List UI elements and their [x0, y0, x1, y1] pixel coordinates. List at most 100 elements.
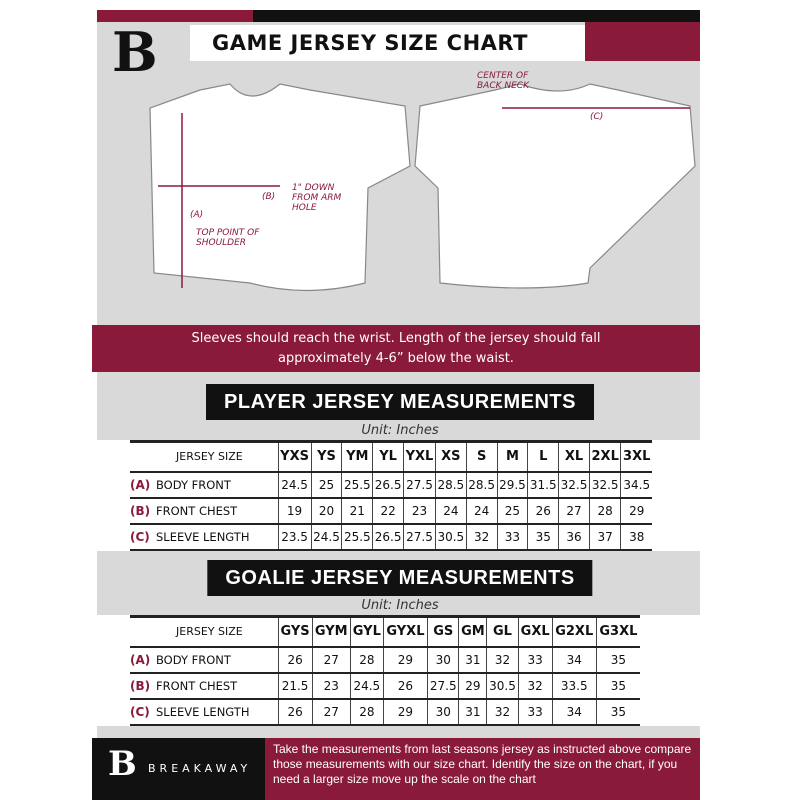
size-header: GXL: [517, 615, 553, 648]
measurement-cell: 31.5: [527, 471, 559, 499]
row-name: FRONT CHEST: [156, 503, 238, 518]
measurement-cell: 33: [517, 646, 553, 674]
size-header: GS: [427, 615, 459, 648]
header-label: JERSEY SIZE: [130, 440, 278, 473]
measurement-cell: 28.5: [434, 471, 467, 499]
measurement-cell: 29: [458, 672, 487, 700]
measurement-cell: 38: [620, 523, 652, 551]
fit-banner: Sleeves should reach the wrist. Length o…: [92, 325, 700, 372]
measurement-cell: 27: [311, 646, 351, 674]
measurement-cell: 26: [382, 672, 428, 700]
back-neck-note: CENTER OF BACK NECK: [477, 71, 529, 91]
measurement-cell: 31: [458, 698, 487, 726]
goalie-table: JERSEY SIZE GYS GYM GYL GYXL GS GM GL GXL G2XL G3X…: [130, 615, 640, 726]
measurement-cell: 33: [517, 698, 553, 726]
measurement-cell: 27: [311, 698, 351, 726]
measurement-cell: 33: [496, 523, 528, 551]
measurement-cell: 36: [558, 523, 590, 551]
row-letter: (C): [130, 704, 150, 719]
jersey-diagram: [149, 83, 696, 292]
measurement-cell: 37: [588, 523, 621, 551]
size-header: G3XL: [595, 615, 640, 648]
size-header: L: [527, 440, 559, 473]
measurement-cell: 24: [434, 497, 467, 525]
measurement-cell: 27.5: [427, 672, 459, 700]
measurement-cell: 23: [311, 672, 351, 700]
measurement-cell: 32.5: [558, 471, 590, 499]
player-table: JERSEY SIZE YXS YS YM YL YXL XS S M L XL 2XL 3XL (A) B…: [130, 440, 652, 551]
measurement-cell: 27.5: [403, 523, 436, 551]
measurement-cell: 27: [558, 497, 590, 525]
measurement-cell: 24.5: [310, 523, 342, 551]
size-header: YXS: [277, 440, 312, 473]
measurement-cell: 29: [620, 497, 652, 525]
size-header: M: [496, 440, 528, 473]
size-header: GYXL: [382, 615, 428, 648]
measurement-cell: 21: [341, 497, 373, 525]
row-label: (B) FRONT CHEST: [130, 497, 278, 525]
measurement-cell: 30: [427, 646, 459, 674]
goalie-unit: Unit: Inches: [361, 598, 439, 613]
row-name: BODY FRONT: [156, 652, 231, 667]
measurement-cell: 28.5: [465, 471, 498, 499]
jersey-front: [149, 83, 411, 292]
measurement-cell: 32: [486, 698, 519, 726]
measurement-cell: 35: [595, 672, 640, 700]
size-header: YM: [341, 440, 373, 473]
table-row: (A) BODY FRONT 26 27 28 29 30 31 32 33 34 35: [130, 646, 640, 674]
row-label: (B) FRONT CHEST: [130, 672, 278, 700]
table-row: (B) FRONT CHEST 19 20 21 22 23 24 24 25 26 27 28 29: [130, 497, 652, 525]
measurement-cell: 23.5: [277, 523, 312, 551]
arm-hole-note: 1" DOWN FROM ARM HOLE: [292, 183, 342, 213]
row-label: (A) BODY FRONT: [130, 471, 278, 499]
size-header: YL: [372, 440, 404, 473]
footer-logo: B: [108, 744, 137, 784]
measurement-cell: 26.5: [372, 471, 404, 499]
table-header-row: JERSEY SIZE GYS GYM GYL GYXL GS GM GL GXL G2XL G3X…: [130, 615, 640, 648]
measurement-cell: 32: [465, 523, 498, 551]
table-row: (C) SLEEVE LENGTH 23.5 24.5 25.5 26.5 27.5 30.5…: [130, 523, 652, 551]
label-b: (B): [262, 192, 276, 202]
measurement-cell: 26: [277, 698, 313, 726]
footer-note: Take the measurements from last seasons …: [265, 738, 700, 800]
size-header: GM: [458, 615, 487, 648]
measurement-cell: 29: [382, 698, 428, 726]
measurement-cell: 20: [310, 497, 342, 525]
size-header: G2XL: [551, 615, 597, 648]
measurement-cell: 30.5: [434, 523, 467, 551]
page-title: GAME JERSEY SIZE CHART: [190, 25, 585, 61]
footer-brand: B BREAKAWAY: [92, 738, 265, 800]
top-point-note: TOP POINT OF SHOULDER: [196, 228, 260, 248]
table-row: (A) BODY FRONT 24.5 25 25.5 26.5 27.5 28.5 28.5 2…: [130, 471, 652, 499]
row-label: (C) SLEEVE LENGTH: [130, 523, 278, 551]
size-header: YS: [310, 440, 342, 473]
brand-logo: B: [112, 20, 158, 84]
measurement-cell: 30: [427, 698, 459, 726]
measurement-cell: 34: [551, 698, 597, 726]
size-header: GYL: [349, 615, 384, 648]
table-header-row: JERSEY SIZE YXS YS YM YL YXL XS S M L XL 2XL 3XL: [130, 440, 652, 473]
measurement-cell: 25: [496, 497, 528, 525]
row-letter: (B): [130, 678, 151, 693]
size-header: GL: [486, 615, 519, 648]
measurement-cell: 35: [527, 523, 559, 551]
label-c: (C): [590, 112, 604, 122]
jersey-back: [414, 83, 696, 289]
measurement-cell: 25.5: [341, 471, 373, 499]
table-row: (B) FRONT CHEST 21.5 23 24.5 26 27.5 29 30.5 32 33…: [130, 672, 640, 700]
size-header: 3XL: [620, 440, 652, 473]
measurement-cell: 22: [372, 497, 404, 525]
measurement-cell: 21.5: [277, 672, 313, 700]
measurement-cell: 26.5: [372, 523, 404, 551]
top-stripe-maroon: [97, 10, 253, 22]
row-letter: (A): [130, 652, 151, 667]
player-title: PLAYER JERSEY MEASUREMENTS: [206, 384, 594, 420]
measurement-cell: 28: [349, 698, 384, 726]
label-a: (A): [190, 210, 204, 220]
measurement-cell: 28: [349, 646, 384, 674]
row-name: FRONT CHEST: [156, 678, 238, 693]
measurement-cell: 32: [486, 646, 519, 674]
table-row: (C) SLEEVE LENGTH 26 27 28 29 30 31 32 33 34 35: [130, 698, 640, 726]
measurement-cell: 29.5: [496, 471, 528, 499]
measurement-cell: 32.5: [588, 471, 621, 499]
